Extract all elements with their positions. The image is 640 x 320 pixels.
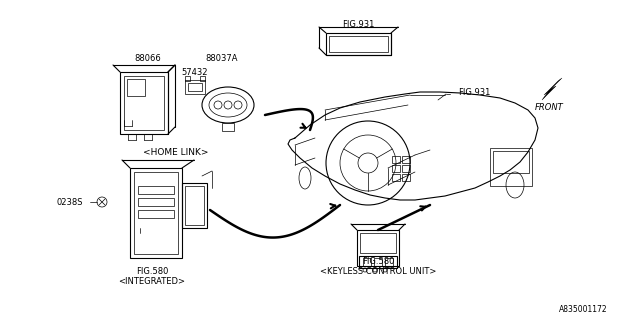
Text: FIG.580: FIG.580 xyxy=(362,258,394,267)
Bar xyxy=(185,80,205,94)
Bar xyxy=(357,230,399,266)
Bar xyxy=(127,79,145,96)
Bar xyxy=(402,165,410,172)
Bar xyxy=(392,165,400,172)
Bar xyxy=(182,183,207,228)
Bar xyxy=(329,36,388,52)
Bar xyxy=(200,76,205,81)
Bar xyxy=(120,72,168,134)
Text: <HOME LINK>: <HOME LINK> xyxy=(143,148,209,156)
Bar xyxy=(134,172,178,254)
Text: FIG.580: FIG.580 xyxy=(136,268,168,276)
Bar xyxy=(185,186,204,225)
Bar xyxy=(138,198,174,206)
Text: FIG.931: FIG.931 xyxy=(458,87,490,97)
Bar xyxy=(138,210,174,218)
Text: 57432: 57432 xyxy=(182,68,208,76)
Bar xyxy=(326,33,391,55)
Polygon shape xyxy=(542,78,562,100)
Bar xyxy=(402,156,410,163)
Text: FRONT: FRONT xyxy=(534,102,563,111)
Bar xyxy=(392,156,400,163)
Bar xyxy=(363,258,371,266)
Bar xyxy=(185,76,190,81)
Bar xyxy=(374,258,382,266)
Bar xyxy=(222,123,234,131)
Text: <INTEGRATED>: <INTEGRATED> xyxy=(118,276,186,285)
Bar xyxy=(138,186,174,194)
Bar xyxy=(402,174,410,181)
Bar xyxy=(124,76,164,130)
Text: 88066: 88066 xyxy=(134,53,161,62)
Bar xyxy=(130,168,182,258)
Text: FIG.931: FIG.931 xyxy=(342,20,374,28)
Bar xyxy=(493,151,529,173)
Text: <KEYLESS CONTROL UNIT>: <KEYLESS CONTROL UNIT> xyxy=(320,268,436,276)
Bar xyxy=(360,233,396,253)
Bar xyxy=(392,174,400,181)
Text: 88037A: 88037A xyxy=(205,53,238,62)
Bar xyxy=(359,256,397,268)
Bar xyxy=(188,83,202,91)
Text: 0238S: 0238S xyxy=(56,197,83,206)
Bar xyxy=(385,258,393,266)
Bar xyxy=(490,148,532,186)
Text: A835001172: A835001172 xyxy=(559,305,608,314)
